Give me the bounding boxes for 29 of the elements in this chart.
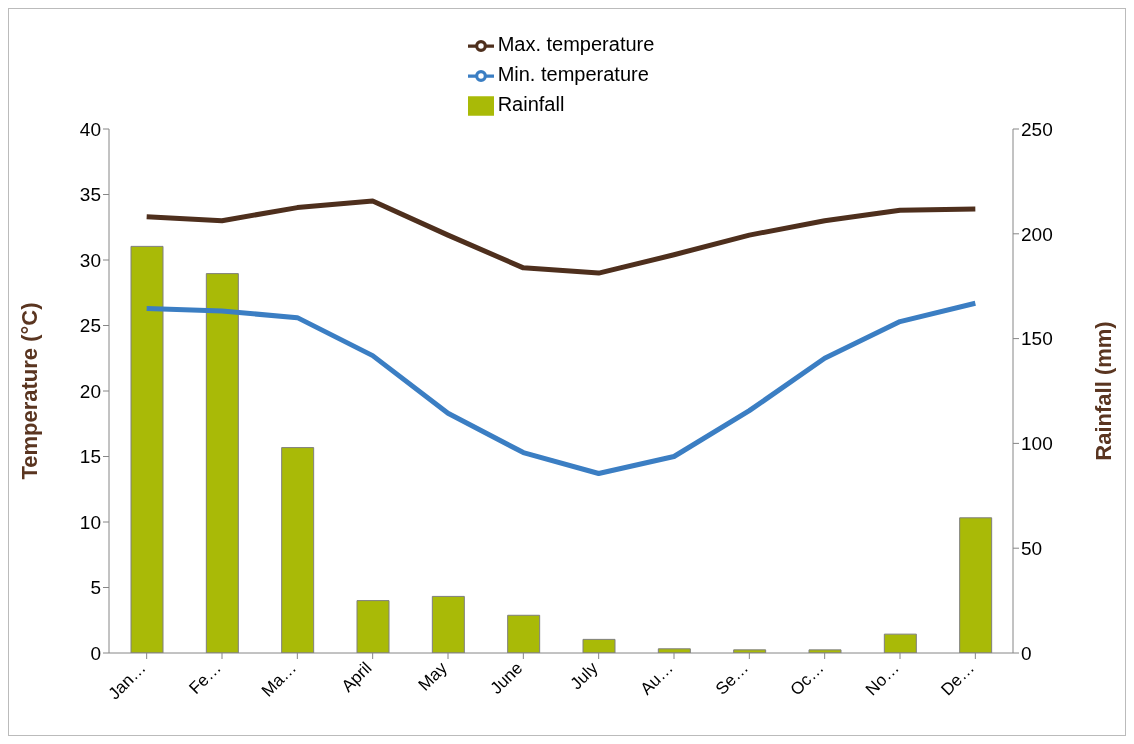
x-tick-label: De… (937, 658, 979, 700)
y-tick-label: 5 (90, 577, 101, 599)
legend-label: Max. temperature (497, 33, 655, 55)
y-tick-label: 20 (79, 380, 101, 402)
x-tick-label: Oc… (786, 658, 828, 700)
x-tick-label: May (414, 658, 452, 695)
legend-label: Rainfall (497, 93, 565, 115)
legend-label: Min. temperature (497, 63, 649, 85)
x-tick-label: Ma… (258, 658, 301, 701)
y2-tick-label: 100 (1021, 433, 1053, 455)
y-tick-label: 35 (79, 184, 101, 206)
y2-tick-label: 150 (1021, 328, 1053, 350)
y-axis-title: Temperature (°C) (16, 302, 42, 480)
x-tick-label: No… (862, 658, 903, 700)
x-tick-label: Au… (636, 658, 677, 699)
y2-tick-label: 50 (1021, 537, 1043, 559)
y2-tick-label: 250 (1021, 118, 1053, 140)
y2-tick-label: 200 (1021, 223, 1053, 245)
y2-tick-label: 0 (1021, 642, 1032, 664)
y-tick-label: 40 (79, 118, 101, 140)
y-tick-label: 15 (79, 446, 101, 468)
x-tick-label: Se… (712, 658, 753, 699)
y-tick-label: 25 (79, 315, 101, 337)
y-tick-label: 10 (79, 511, 101, 533)
y-tick-label: 30 (79, 249, 101, 271)
y-tick-label: 0 (90, 642, 101, 664)
x-tick-label: July (566, 658, 602, 694)
x-tick-label: Fe… (185, 658, 225, 698)
y2-axis-title: Rainfall (mm) (1090, 321, 1116, 461)
